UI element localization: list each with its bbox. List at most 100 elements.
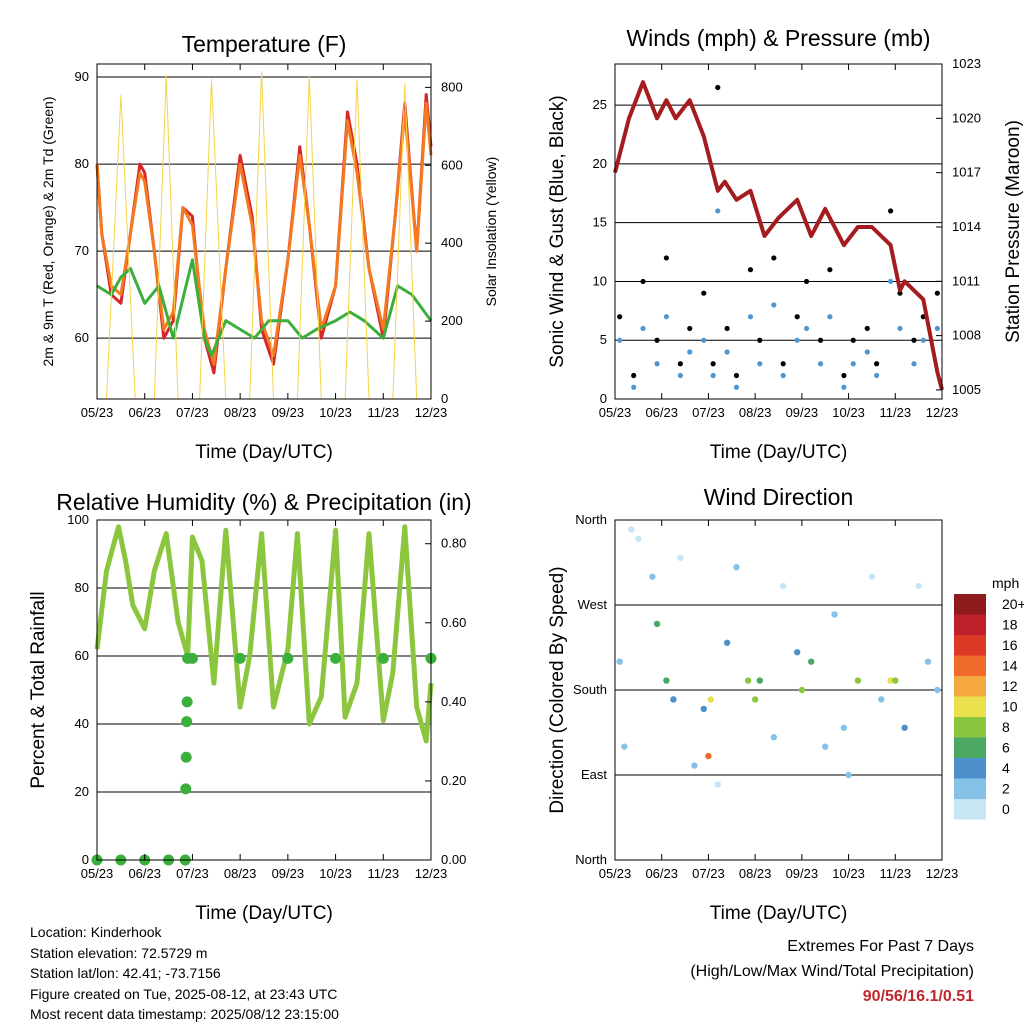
y-tick-label: East xyxy=(581,767,607,782)
x-tick-label: 06/23 xyxy=(645,405,678,420)
y-tick-label: North xyxy=(575,512,607,527)
wind-point xyxy=(934,325,940,332)
panel-title: Winds (mph) & Pressure (mb) xyxy=(626,25,930,51)
series-line-2 xyxy=(613,80,944,391)
wind-point xyxy=(710,372,716,379)
series-line-2 xyxy=(96,258,433,357)
y-axis-label: Percent & Total Rainfall xyxy=(28,591,49,788)
y2-tick-label: 1017 xyxy=(952,165,981,180)
y-tick-label: 5 xyxy=(600,332,607,347)
x-axis-label: Time (Day/UTC) xyxy=(710,903,848,924)
wind-point xyxy=(817,337,824,343)
direction-point xyxy=(840,724,848,731)
legend-swatch xyxy=(954,614,986,635)
y2-axis-label: Station Pressure (Maroon) xyxy=(1003,120,1024,343)
wind-point xyxy=(715,208,721,214)
y2-tick-label: 0.80 xyxy=(441,536,466,551)
x-tick-label: 11/23 xyxy=(879,405,911,420)
y2-tick-label: 1020 xyxy=(952,110,981,125)
direction-point xyxy=(915,582,922,590)
wind-point xyxy=(874,361,880,367)
location-text: Location: Kinderhook xyxy=(30,924,162,940)
wind-point xyxy=(850,337,856,343)
direction-point xyxy=(887,677,894,684)
x-tick-label: 11/23 xyxy=(367,866,399,881)
wind-point xyxy=(934,290,940,296)
panel-title: Relative Humidity (%) & Precipitation (i… xyxy=(56,489,471,515)
direction-point xyxy=(649,573,656,580)
wind-point xyxy=(850,361,856,367)
y2-tick-label: 0 xyxy=(441,391,448,406)
wind-point xyxy=(827,314,833,320)
rain-point xyxy=(180,751,192,763)
y2-tick-label: 1008 xyxy=(952,328,981,343)
wind-point xyxy=(663,314,669,320)
y2-tick-label: 600 xyxy=(441,157,463,172)
y-tick-label: North xyxy=(575,852,607,867)
direction-point xyxy=(901,724,908,731)
x-tick-label: 12/23 xyxy=(415,405,448,420)
legend-label: 16 xyxy=(1002,637,1018,653)
x-tick-label: 05/23 xyxy=(599,405,632,420)
wind-point xyxy=(724,325,730,332)
direction-point xyxy=(878,696,885,703)
x-axis-label: Time (Day/UTC) xyxy=(195,442,333,463)
wind-point xyxy=(747,267,754,273)
plot-frame xyxy=(614,519,943,861)
extremes-title: Extremes For Past 7 Days xyxy=(787,938,974,955)
x-axis-label: Time (Day/UTC) xyxy=(710,442,848,463)
legend-label: 0 xyxy=(1002,801,1010,817)
wind-point xyxy=(631,384,637,390)
wind-point xyxy=(803,325,810,332)
x-tick-label: 10/23 xyxy=(319,405,352,420)
series-line-1 xyxy=(95,101,433,366)
y2-tick-label: 1023 xyxy=(952,56,981,71)
y-tick-label: South xyxy=(573,682,607,697)
direction-point xyxy=(616,658,623,665)
x-tick-label: 06/23 xyxy=(645,866,678,881)
legend-label: 2 xyxy=(1002,781,1010,797)
wind-point xyxy=(864,349,870,355)
x-tick-label: 08/23 xyxy=(224,866,257,881)
x-tick-label: 12/23 xyxy=(415,866,448,881)
legend-label: 8 xyxy=(1002,719,1010,735)
x-tick-label: 06/23 xyxy=(128,405,161,420)
legend-swatch xyxy=(954,799,986,820)
direction-point xyxy=(663,677,670,684)
wind-point xyxy=(920,337,926,343)
latlon-text: Station lat/lon: 42.41; -73.7156 xyxy=(30,965,221,981)
series-line-3 xyxy=(97,71,431,400)
rain-point xyxy=(282,652,294,664)
plot-frame xyxy=(96,63,432,400)
direction-point xyxy=(723,639,731,646)
wind-point xyxy=(780,372,786,379)
y2-tick-label: 0.60 xyxy=(441,615,466,630)
x-tick-label: 05/23 xyxy=(81,866,114,881)
wind-point xyxy=(677,372,684,379)
wind-point xyxy=(757,337,763,343)
y2-tick-label: 0.20 xyxy=(441,773,466,788)
wind-point xyxy=(803,278,810,285)
legend-label: 14 xyxy=(1002,658,1018,674)
y2-tick-label: 800 xyxy=(441,79,463,94)
wind-point xyxy=(631,372,637,379)
wind-point xyxy=(617,337,623,343)
y2-tick-label: 1011 xyxy=(952,273,980,288)
legend-label: 20+ xyxy=(1002,596,1024,612)
wind-point xyxy=(687,325,693,332)
y2-tick-label: 200 xyxy=(441,313,463,328)
y-axis-label: 2m & 9m T (Red, Orange) & 2m Td (Green) xyxy=(40,97,56,367)
legend-swatch xyxy=(954,655,986,676)
direction-point xyxy=(756,677,764,684)
y-axis-label: Sonic Wind & Gust (Blue, Black) xyxy=(547,95,568,367)
wind-point xyxy=(864,325,870,332)
series-line-0 xyxy=(94,524,434,744)
direction-point xyxy=(868,573,876,580)
rain-point xyxy=(377,652,389,664)
y-tick-label: 70 xyxy=(75,243,89,258)
elevation-text: Station elevation: 72.5729 m xyxy=(30,944,208,961)
wind-point xyxy=(663,255,669,261)
x-tick-label: 07/23 xyxy=(176,405,209,420)
direction-point xyxy=(677,554,684,561)
